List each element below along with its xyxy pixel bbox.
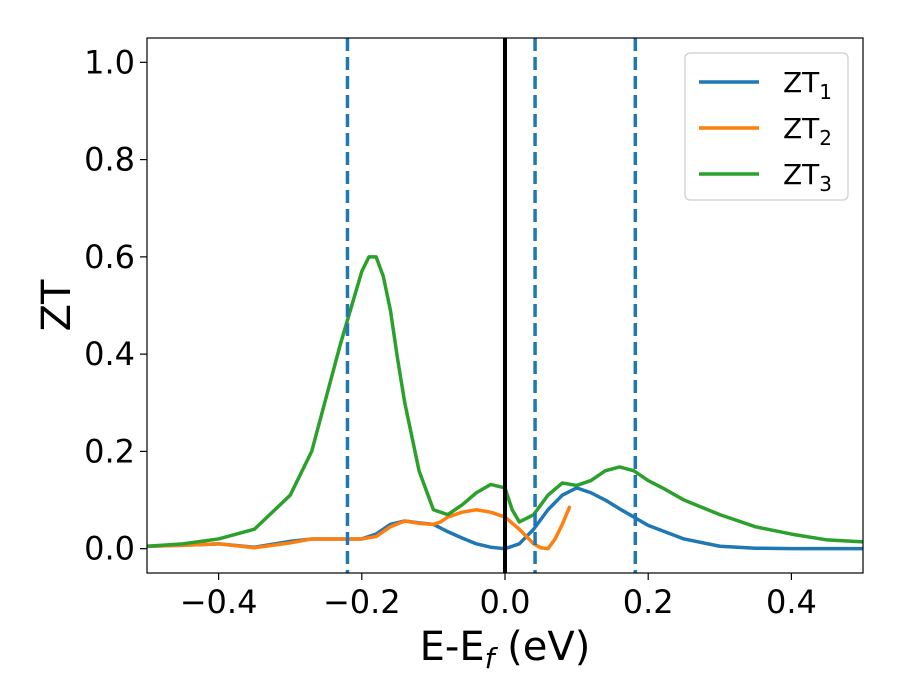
- y-tick-label: 1.0: [84, 43, 135, 81]
- y-tick-label: 0.4: [84, 335, 135, 373]
- legend-label-2: ZT2: [783, 112, 832, 150]
- x-axis-title: E-Ef (eV): [420, 624, 591, 675]
- y-tick-label: 0.6: [84, 238, 135, 276]
- x-tick-label: 0.2: [623, 583, 674, 621]
- legend-label-1: ZT1: [783, 66, 832, 104]
- legend-label-3: ZT3: [783, 158, 832, 196]
- x-tick-label: 0.0: [480, 583, 531, 621]
- x-tick-label: −0.2: [323, 583, 401, 621]
- y-tick-label: 0.2: [84, 432, 135, 470]
- legend: ZT1 ZT2 ZT3: [684, 52, 849, 201]
- y-tick-label: 0.8: [84, 141, 135, 179]
- series-line-3: [147, 255, 863, 548]
- x-tick-label: −0.4: [180, 583, 258, 621]
- axes: −0.4 −0.2 0.0 0.2 0.4 0.0 0.2 0.4 0.6 0.8 1.0 E-Ef …: [34, 37, 864, 675]
- x-tick-label: 0.4: [766, 583, 817, 621]
- plot-area: [147, 38, 863, 573]
- series-line-2: [147, 505, 572, 551]
- plot-clip-group: [147, 38, 863, 573]
- legend-box: [684, 52, 849, 201]
- y-tick-label: 0.0: [84, 530, 135, 568]
- y-axis-title: ZT: [34, 279, 80, 331]
